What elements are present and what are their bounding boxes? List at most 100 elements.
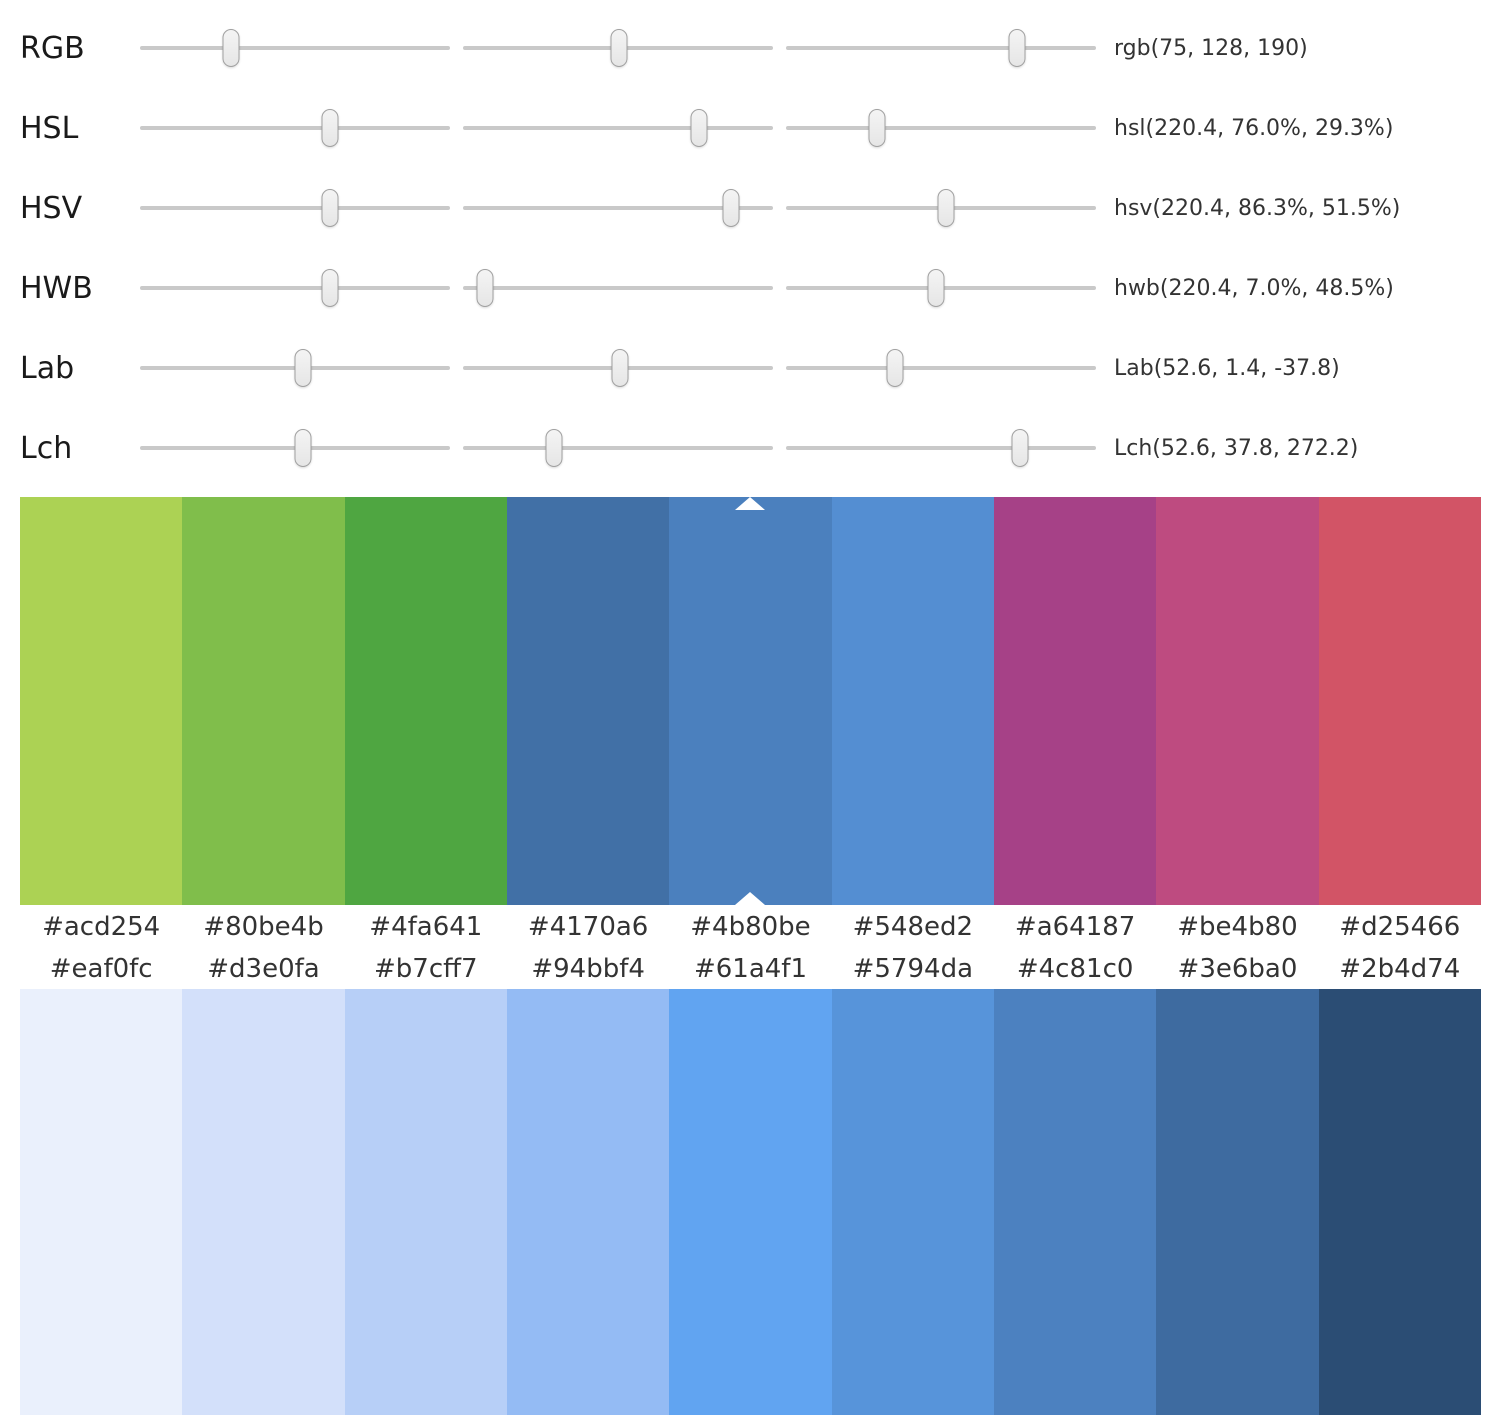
shade-swatch[interactable]: [344, 989, 507, 1415]
hex-label: #d3e0fa: [207, 954, 320, 984]
slider-track-line[interactable]: [786, 446, 1096, 450]
hex-label: #80be4b: [203, 912, 324, 942]
shade-swatch[interactable]: [20, 989, 183, 1415]
color-value-readout: Lch(52.6, 37.8, 272.2): [1114, 435, 1359, 461]
slider-track-line[interactable]: [140, 46, 450, 50]
slider-track[interactable]: [140, 426, 450, 470]
slider-track[interactable]: [463, 186, 773, 230]
shade-swatch[interactable]: [993, 989, 1157, 1415]
hex-label: #4c81c0: [1016, 954, 1134, 984]
slider-track[interactable]: [140, 266, 450, 310]
slider-thumb[interactable]: [1008, 29, 1026, 67]
shade-swatch[interactable]: [506, 989, 670, 1415]
slider-row-lab: Lab Lab(52.6, 1.4, -37.8): [20, 328, 1501, 408]
hex-label: #548ed2: [852, 912, 974, 942]
slider-track-line[interactable]: [786, 366, 1096, 370]
slider-track-line[interactable]: [786, 46, 1096, 50]
hex-label: #94bbf4: [531, 954, 645, 984]
slider-thumb[interactable]: [690, 109, 708, 147]
slider-thumb[interactable]: [321, 189, 339, 227]
slider-thumb[interactable]: [610, 29, 628, 67]
hue-swatch[interactable]: [506, 497, 670, 905]
slider-track[interactable]: [463, 266, 773, 310]
slider-row-label: RGB: [20, 30, 85, 66]
hex-label: #2b4d74: [1339, 954, 1461, 984]
slider-track[interactable]: [786, 26, 1096, 70]
slider-thumb[interactable]: [222, 29, 240, 67]
slider-track[interactable]: [786, 106, 1096, 150]
hue-palette-band: [20, 497, 1481, 905]
shade-swatch[interactable]: [831, 989, 994, 1415]
slider-row-lch: Lch Lch(52.6, 37.8, 272.2): [20, 408, 1501, 488]
hue-swatch-active[interactable]: [669, 497, 832, 905]
slider-thumb[interactable]: [321, 109, 339, 147]
color-value-readout: rgb(75, 128, 190): [1114, 35, 1308, 61]
slider-track[interactable]: [140, 186, 450, 230]
shade-palette-band: [20, 989, 1481, 1415]
hex-label: #b7cff7: [374, 954, 478, 984]
slider-thumb[interactable]: [476, 269, 494, 307]
active-swatch-notch-bottom-icon: [735, 892, 766, 905]
slider-thumb[interactable]: [927, 269, 945, 307]
hue-swatch[interactable]: [831, 497, 994, 905]
hue-palette-labels: #acd254 #80be4b #4fa641 #4170a6 #4b80be …: [20, 905, 1481, 949]
slider-thumb[interactable]: [1011, 429, 1029, 467]
shade-swatch[interactable]: [1156, 989, 1319, 1415]
slider-track-line[interactable]: [463, 206, 773, 210]
slider-track[interactable]: [140, 346, 450, 390]
color-value-readout: hsv(220.4, 86.3%, 51.5%): [1114, 195, 1401, 221]
hex-label: #4170a6: [527, 912, 649, 942]
slider-track[interactable]: [786, 346, 1096, 390]
slider-row-hsv: HSV hsv(220.4, 86.3%, 51.5%): [20, 168, 1501, 248]
slider-row-hwb: HWB hwb(220.4, 7.0%, 48.5%): [20, 248, 1501, 328]
slider-thumb[interactable]: [321, 269, 339, 307]
slider-track-line[interactable]: [463, 126, 773, 130]
slider-track-line[interactable]: [786, 126, 1096, 130]
slider-track[interactable]: [463, 346, 773, 390]
slider-thumb[interactable]: [886, 349, 904, 387]
shade-swatch[interactable]: [1318, 989, 1481, 1415]
slider-track[interactable]: [463, 106, 773, 150]
hex-label: #acd254: [42, 912, 161, 942]
hue-swatch[interactable]: [20, 497, 183, 905]
slider-track-line[interactable]: [140, 286, 450, 290]
slider-track[interactable]: [140, 26, 450, 70]
slider-thumb[interactable]: [868, 109, 886, 147]
hue-swatch[interactable]: [182, 497, 345, 905]
slider-track[interactable]: [463, 26, 773, 70]
slider-thumb[interactable]: [937, 189, 955, 227]
hex-label: #d25466: [1339, 912, 1461, 942]
slider-track[interactable]: [140, 106, 450, 150]
hue-swatch[interactable]: [1156, 497, 1319, 905]
slider-track-line[interactable]: [140, 206, 450, 210]
slider-thumb[interactable]: [611, 349, 629, 387]
hue-swatch[interactable]: [993, 497, 1157, 905]
slider-row-label: HSV: [20, 190, 83, 226]
active-swatch-notch-top-icon: [735, 497, 766, 510]
slider-track[interactable]: [786, 186, 1096, 230]
slider-track[interactable]: [786, 266, 1096, 310]
hue-swatch[interactable]: [1318, 497, 1481, 905]
slider-thumb[interactable]: [722, 189, 740, 227]
slider-thumb[interactable]: [294, 349, 312, 387]
slider-track-line[interactable]: [140, 126, 450, 130]
slider-track-line[interactable]: [463, 286, 773, 290]
slider-track-line[interactable]: [463, 446, 773, 450]
slider-row-label: Lch: [20, 430, 73, 466]
shade-swatch[interactable]: [669, 989, 832, 1415]
slider-thumb[interactable]: [545, 429, 563, 467]
hex-label: #61a4f1: [693, 954, 807, 984]
slider-track[interactable]: [786, 426, 1096, 470]
slider-row-rgb: RGB rgb(75, 128, 190): [20, 8, 1501, 88]
slider-track[interactable]: [463, 426, 773, 470]
hex-label: #a64187: [1014, 912, 1136, 942]
slider-row-label: HSL: [20, 110, 79, 146]
hex-label: #be4b80: [1177, 912, 1298, 942]
shade-palette-labels: #eaf0fc #d3e0fa #b7cff7 #94bbf4 #61a4f1 …: [20, 949, 1481, 989]
hue-swatch[interactable]: [344, 497, 507, 905]
slider-row-hsl: HSL hsl(220.4, 76.0%, 29.3%): [20, 88, 1501, 168]
hex-label: #3e6ba0: [1177, 954, 1298, 984]
shade-swatch[interactable]: [182, 989, 345, 1415]
slider-thumb[interactable]: [294, 429, 312, 467]
slider-row-label: Lab: [20, 350, 75, 386]
